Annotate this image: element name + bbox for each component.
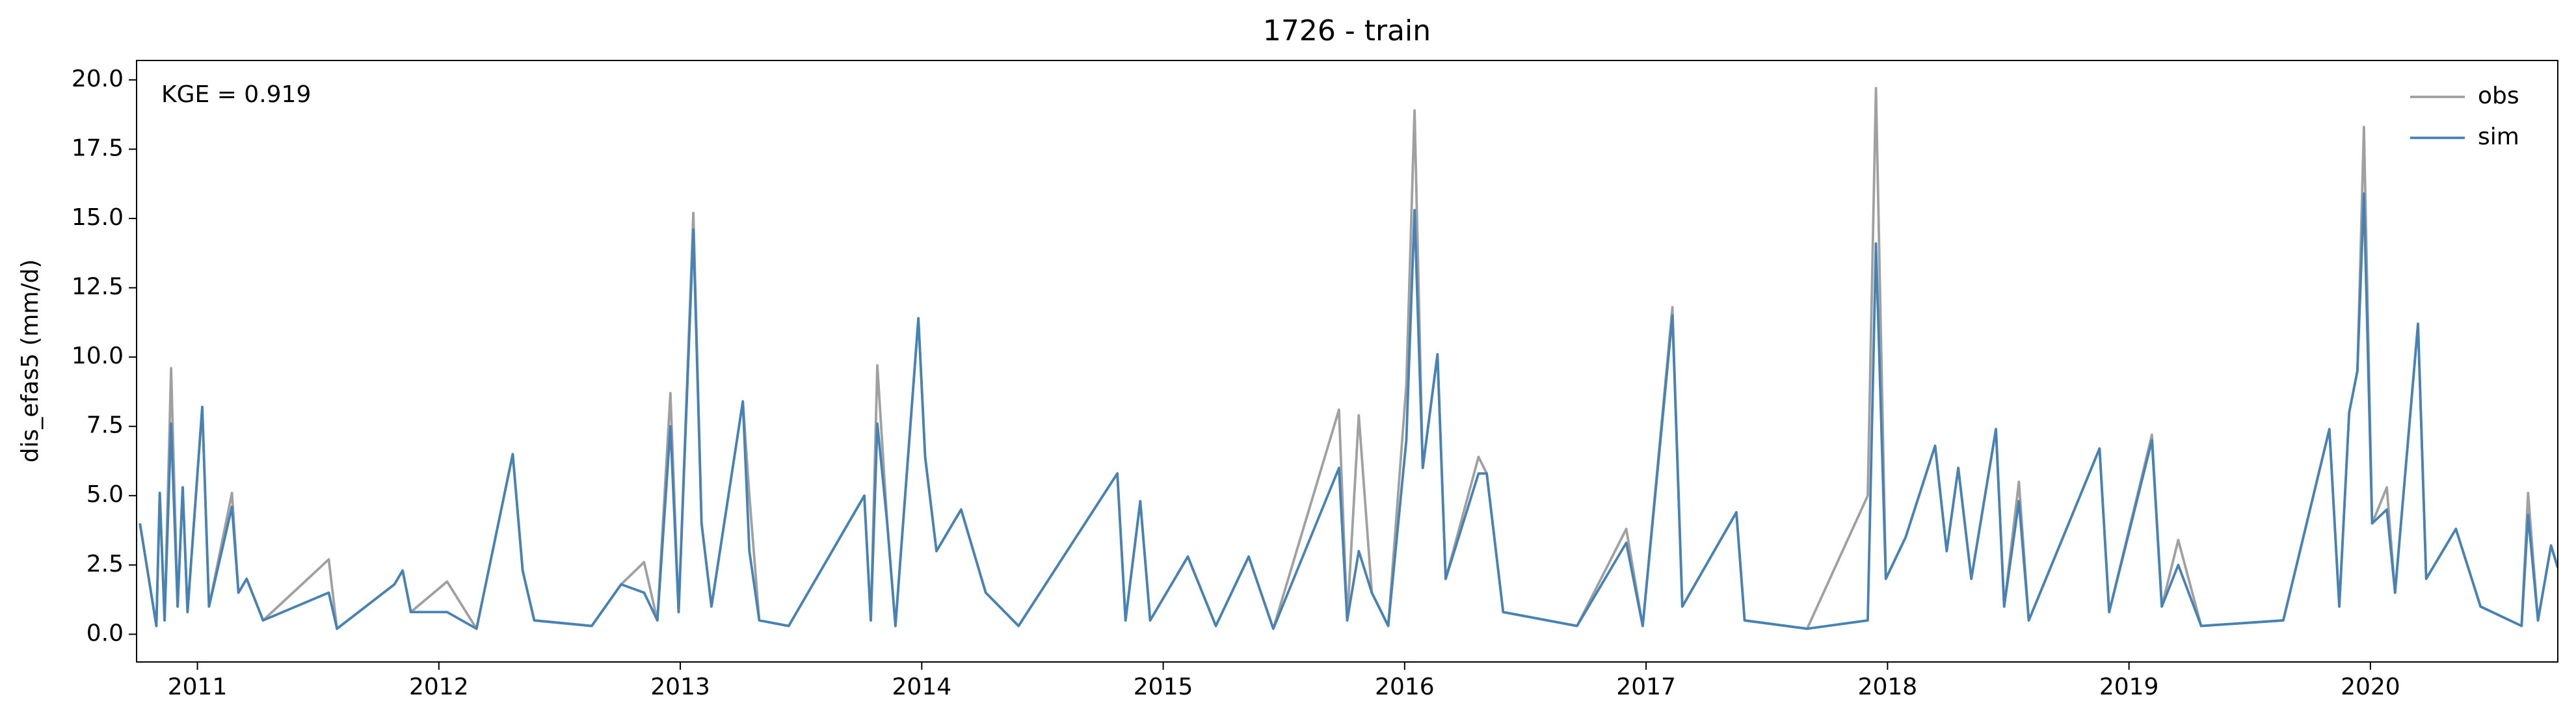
x-tick-label: 2015 [1134, 674, 1193, 700]
x-tick-label: 2016 [1375, 674, 1435, 700]
x-tick-label: 2012 [409, 674, 469, 700]
series-line [139, 192, 2558, 630]
plot-frame [136, 60, 2558, 663]
x-tick-label: 2020 [2341, 674, 2400, 700]
x-tick-label: 2013 [650, 674, 710, 700]
y-tick-label: 15.0 [72, 204, 124, 231]
series-line [139, 86, 2558, 630]
x-tick-label: 2014 [892, 674, 952, 700]
x-tick-label: 2018 [1858, 674, 1918, 700]
y-tick-label: 2.5 [86, 551, 124, 577]
chart-title: 1726 - train [1263, 14, 1431, 47]
legend-label: sim [2478, 124, 2519, 150]
y-axis-label: dis_efas5 (mm/d) [17, 259, 44, 463]
y-tick-label: 7.5 [86, 412, 124, 439]
y-tick-label: 17.5 [72, 135, 124, 161]
y-tick-label: 20.0 [72, 66, 124, 92]
x-tick-label: 2019 [2099, 674, 2159, 700]
x-tick-label: 2011 [168, 674, 228, 700]
annotation: KGE = 0.919 [161, 81, 311, 108]
legend-label: obs [2478, 83, 2519, 109]
y-tick-label: 10.0 [72, 343, 124, 369]
y-tick-label: 0.0 [86, 620, 124, 646]
x-tick-label: 2017 [1616, 674, 1676, 700]
y-tick-label: 5.0 [86, 481, 124, 508]
y-tick-label: 12.5 [72, 274, 124, 300]
